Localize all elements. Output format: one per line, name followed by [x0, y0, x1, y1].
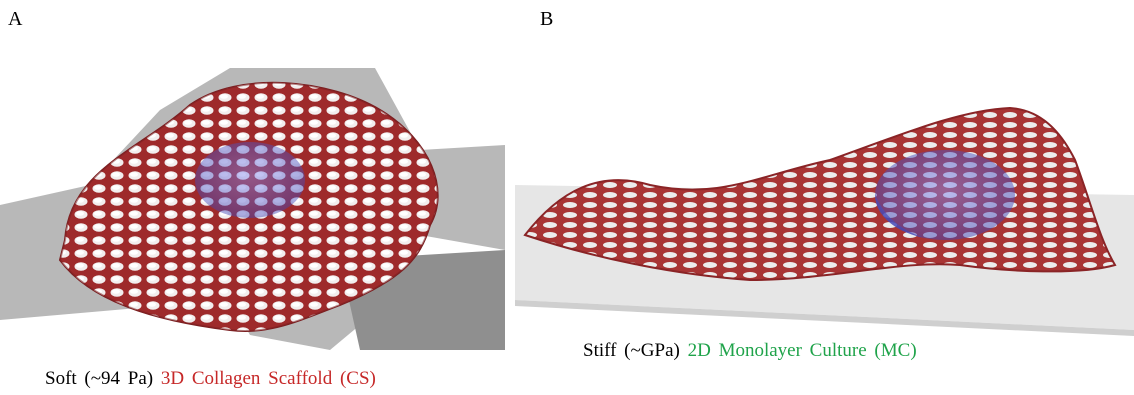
panel-a-render	[0, 68, 505, 350]
caption: Soft (~94 Pa) 3D Collagen Scaffold (CS)	[45, 368, 376, 390]
panel-b-render	[515, 108, 1134, 336]
panel-label: B	[540, 8, 553, 31]
caption-prefix: Stiff (~GPa)	[583, 340, 680, 361]
caption-highlight: 2D Monolayer Culture (MC)	[688, 340, 917, 361]
illustrations	[0, 0, 1134, 395]
caption-prefix: Soft (~94 Pa)	[45, 368, 153, 389]
panel-label: A	[8, 8, 22, 31]
figure: A B Soft (~94 Pa) 3D Collagen Scaffold (…	[0, 0, 1134, 395]
caption: Stiff (~GPa) 2D Monolayer Culture (MC)	[583, 340, 917, 362]
caption-highlight: 3D Collagen Scaffold (CS)	[161, 368, 376, 389]
